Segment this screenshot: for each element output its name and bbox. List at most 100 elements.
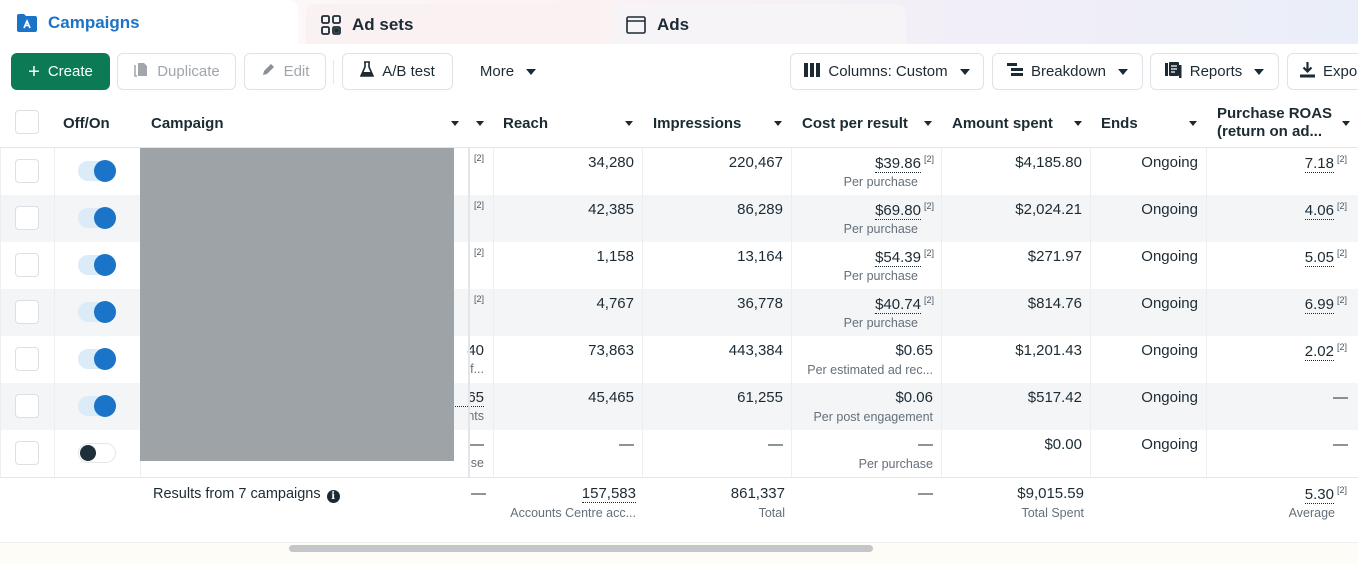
caret-down-icon (1118, 68, 1129, 75)
cost-per-result-type: Per purchase (843, 175, 918, 189)
header-campaign[interactable]: Campaign (151, 114, 224, 132)
more-label: More (479, 63, 515, 80)
purchase-roas-value[interactable]: 7.18 (1304, 155, 1334, 173)
header-cost-per-result[interactable]: Cost per result (802, 114, 908, 132)
row-checkbox[interactable] (15, 347, 39, 371)
amount-spent-value: $271.97 (1027, 248, 1082, 265)
tab-ads[interactable]: Ads (611, 4, 906, 46)
reach-sort-caret-icon[interactable] (625, 121, 633, 126)
cost-per-result-value[interactable]: $54.39 (875, 249, 921, 267)
campaign-toggle[interactable] (78, 395, 116, 417)
amount-spent-total-subtext: Total Spent (1021, 506, 1084, 520)
cost-per-result-value[interactable]: $39.86 (875, 155, 921, 173)
row-checkbox[interactable] (15, 253, 39, 277)
ends-sort-caret-icon[interactable] (1189, 121, 1197, 126)
columns-dropdown[interactable]: Columns: Custom (790, 53, 984, 90)
purchase-roas-value[interactable]: 5.05 (1304, 249, 1334, 267)
row-checkbox[interactable] (15, 159, 39, 183)
amount-spent-value: $0.00 (1044, 436, 1082, 453)
cost-per-result-cell: $39.86 [2] (791, 154, 934, 173)
hidden-column-subtext: nts (467, 409, 484, 423)
more-dropdown[interactable]: More (463, 53, 553, 90)
impressions-value: 220,467 (728, 154, 783, 171)
ad-sets-grid-icon (320, 14, 342, 36)
campaign-toggle[interactable] (78, 254, 116, 276)
row-checkbox[interactable] (15, 300, 39, 324)
select-all-checkbox[interactable] (15, 110, 39, 134)
purchase-roas-cell: 6.99 [2] (1206, 295, 1347, 314)
purchase-roas-value[interactable]: 6.99 (1304, 296, 1334, 314)
purchase-roas-average[interactable]: 5.30 (1304, 486, 1334, 504)
toggle-knob (80, 445, 96, 461)
footnote-marker: [2] (923, 295, 934, 305)
reach-total-subtext: Accounts Centre acc... (510, 506, 636, 520)
reports-dropdown[interactable]: Reports (1150, 53, 1279, 90)
tab-ad-sets[interactable]: Ad sets (306, 4, 602, 46)
ab-test-button[interactable]: A/B test (342, 53, 453, 90)
campaign-toggle[interactable] (78, 348, 116, 370)
footnote-marker: [2] (1336, 342, 1347, 352)
impressions-value: — (768, 436, 783, 453)
roas-header-line2: (return on ad... (1217, 123, 1322, 140)
campaign-toggle[interactable] (78, 160, 116, 182)
toggle-knob (94, 301, 116, 323)
toggle-knob (94, 254, 116, 276)
header-amount-spent[interactable]: Amount spent (952, 114, 1053, 132)
campaign-toggle[interactable] (78, 207, 116, 229)
caret-down-icon (526, 68, 537, 75)
summary-row-bg (0, 477, 1358, 542)
cost-per-result-value[interactable]: $40.74 (875, 296, 921, 314)
cost-per-result-value[interactable]: $69.80 (875, 202, 921, 220)
footnote-marker: [2] (474, 200, 485, 210)
hidden-column-sort-caret-icon[interactable] (476, 121, 484, 126)
row-checkbox[interactable] (15, 206, 39, 230)
frozen-column-edge (468, 98, 470, 542)
roas-sort-caret-icon[interactable] (1342, 121, 1350, 126)
ends-value: Ongoing (1141, 436, 1198, 453)
cost-per-result-type: Per purchase (843, 316, 918, 330)
ends-value: Ongoing (1141, 201, 1198, 218)
ends-value: Ongoing (1141, 295, 1198, 312)
impressions-value: 13,164 (737, 248, 783, 265)
purchase-roas-value[interactable]: 2.02 (1304, 343, 1334, 361)
ends-value: Ongoing (1141, 389, 1198, 406)
ab-test-label: A/B test (382, 63, 435, 80)
cost-per-result-cell: $69.80 [2] (791, 201, 934, 220)
pencil-icon (261, 62, 276, 81)
export-button[interactable]: Expo (1287, 53, 1358, 90)
cost-per-result-cell: $40.74 [2] (791, 295, 934, 314)
amount-spent-value: $814.76 (1027, 295, 1082, 312)
reach-value: 4,767 (596, 295, 634, 312)
header-off-on: Off/On (63, 114, 110, 132)
edit-button[interactable]: Edit (244, 53, 326, 90)
cost-per-result-type: Per purchase (843, 269, 918, 283)
duplicate-button[interactable]: Duplicate (117, 53, 236, 90)
info-icon[interactable]: i (326, 490, 340, 503)
header-ends[interactable]: Ends (1101, 114, 1138, 132)
toolbar-divider (333, 60, 334, 84)
cost-per-result-cell: $0.65 (791, 342, 933, 359)
reach-total[interactable]: 157,583 (581, 485, 636, 503)
results-summary-text: Results from 7 campaigns (153, 486, 321, 502)
campaign-sort-caret-icon[interactable] (451, 121, 459, 126)
header-purchase-roas[interactable]: Purchase ROAS (return on ad... (1217, 98, 1332, 148)
amount-spent-sort-caret-icon[interactable] (1074, 121, 1082, 126)
purchase-roas-cell: — (1206, 436, 1348, 453)
row-checkbox[interactable] (15, 441, 39, 465)
horizontal-scrollbar-thumb[interactable] (289, 545, 873, 552)
tab-campaigns[interactable]: Campaigns (0, 0, 298, 46)
hidden-column-value: 65 (440, 389, 484, 407)
header-reach[interactable]: Reach (503, 114, 549, 132)
header-impressions[interactable]: Impressions (653, 114, 742, 132)
impressions-sort-caret-icon[interactable] (774, 121, 782, 126)
reports-label: Reports (1189, 63, 1243, 80)
breakdown-dropdown[interactable]: Breakdown (992, 53, 1143, 90)
footnote-marker: [2] (474, 247, 485, 257)
row-checkbox[interactable] (15, 394, 39, 418)
create-button[interactable]: + Create (11, 53, 110, 90)
columns-label: Columns: Custom (828, 63, 948, 80)
purchase-roas-value[interactable]: 4.06 (1304, 202, 1334, 220)
campaign-toggle[interactable] (78, 443, 116, 463)
campaign-toggle[interactable] (78, 301, 116, 323)
cost-per-result-sort-caret-icon[interactable] (924, 121, 932, 126)
